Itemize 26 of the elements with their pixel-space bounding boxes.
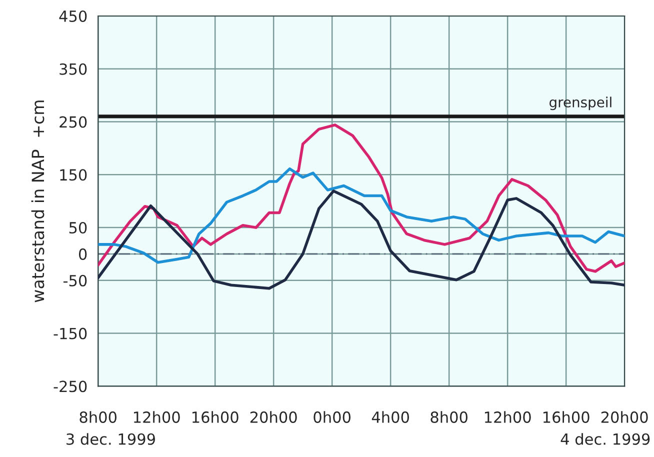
x-tick-label: 16h00 [543, 411, 590, 423]
x-tick-label: 8h00 [80, 411, 117, 423]
text: 4 dec. 1999 [560, 433, 650, 445]
y-tick-label: -150 [54, 328, 87, 340]
text: 3 dec. 1999 [66, 433, 155, 445]
y-tick-label: 0 [78, 248, 87, 260]
x-tick-label: 0h00 [314, 411, 350, 423]
y-tick-label: 150 [60, 169, 87, 181]
y-tick-label: 250 [60, 116, 87, 128]
y-tick-label: 450 [59, 10, 87, 22]
line-series [98, 124, 625, 273]
y-tick-label: 50 [69, 222, 87, 234]
line-series [98, 167, 625, 264]
x-tick-label: 12h00 [134, 411, 180, 423]
y-tick-label: -250 [54, 380, 87, 392]
x-tick-label: 16h00 [192, 411, 238, 423]
y-tick-label: -50 [63, 274, 87, 286]
x-tick-label: 8h00 [430, 411, 468, 423]
x-tick-label: 4h00 [372, 411, 409, 423]
ref-line-label: grenspeil [550, 96, 612, 110]
x-tick-label: 20h00 [601, 411, 648, 423]
x-tick-label: 20h00 [250, 411, 297, 423]
x-tick-label: 12h00 [484, 411, 531, 423]
line-series [98, 190, 625, 290]
y-tick-label: 350 [60, 63, 87, 75]
y-axis-title: waterstand in NAP +cm [31, 100, 44, 302]
